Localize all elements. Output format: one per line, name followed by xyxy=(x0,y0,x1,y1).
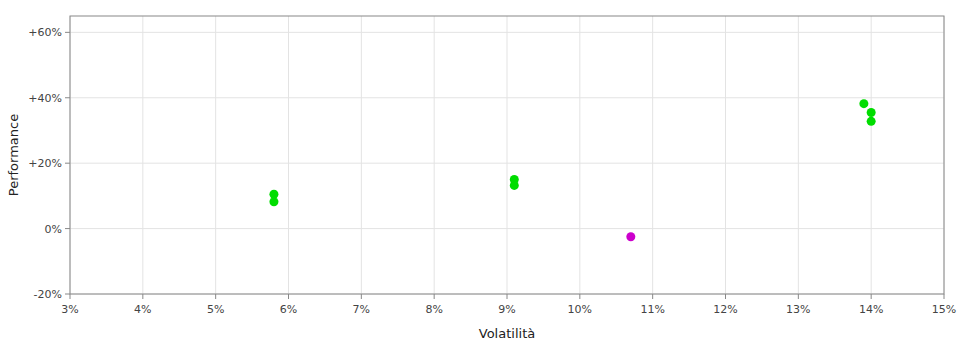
tick-x xyxy=(579,294,580,299)
grid-line-x xyxy=(142,16,143,294)
tick-label-y: +20% xyxy=(28,157,62,170)
tick-label-y: 0% xyxy=(45,223,62,236)
grid-line-x xyxy=(215,16,216,294)
grid-line-x xyxy=(361,16,362,294)
tick-x xyxy=(944,294,945,299)
tick-y xyxy=(65,32,70,33)
grid-line-y xyxy=(70,163,944,164)
tick-x xyxy=(798,294,799,299)
grid-line-y xyxy=(70,97,944,98)
tick-label-x: 13% xyxy=(786,303,810,316)
tick-x xyxy=(288,294,289,299)
point xyxy=(269,197,278,206)
tick-y xyxy=(65,294,70,295)
y-axis-label: Performance xyxy=(6,114,21,196)
plot-area xyxy=(70,16,944,294)
grid-line-x xyxy=(288,16,289,294)
tick-label-x: 8% xyxy=(425,303,442,316)
x-axis-label: Volatilità xyxy=(479,326,535,341)
tick-label-y: +60% xyxy=(28,26,62,39)
tick-label-x: 11% xyxy=(640,303,664,316)
tick-label-x: 6% xyxy=(280,303,297,316)
grid-line-x xyxy=(798,16,799,294)
point xyxy=(510,181,519,190)
tick-label-x: 9% xyxy=(498,303,515,316)
tick-x xyxy=(434,294,435,299)
tick-x xyxy=(507,294,508,299)
point xyxy=(867,108,876,117)
tick-label-x: 14% xyxy=(859,303,883,316)
grid-line-x xyxy=(652,16,653,294)
point xyxy=(626,232,635,241)
tick-x xyxy=(215,294,216,299)
points xyxy=(269,99,875,241)
tick-x xyxy=(70,294,71,299)
grid xyxy=(70,16,944,294)
tick-label-y: -20% xyxy=(34,288,62,301)
tick-label-y: +40% xyxy=(28,92,62,105)
grid-line-y xyxy=(70,228,944,229)
tick-y xyxy=(65,97,70,98)
grid-line-y xyxy=(70,32,944,33)
grid-line-x xyxy=(725,16,726,294)
tick-label-x: 7% xyxy=(353,303,370,316)
point xyxy=(867,117,876,126)
tick-label-x: 15% xyxy=(932,303,956,316)
tick-x xyxy=(142,294,143,299)
tick-label-x: 5% xyxy=(207,303,224,316)
grid-line-x xyxy=(871,16,872,294)
tick-x xyxy=(725,294,726,299)
axes: 3% 4% 5% 6% 7% 8% 9% 10% 11% 12% 13% 14% 15% -20% 0% +2… xyxy=(28,26,956,316)
grid-line-x xyxy=(507,16,508,294)
tick-label-x: 12% xyxy=(713,303,737,316)
tick-x xyxy=(652,294,653,299)
tick-x xyxy=(871,294,872,299)
chart: 3% 4% 5% 6% 7% 8% 9% 10% 11% 12% 13% 14% 15% -20% 0% +2… xyxy=(0,0,966,350)
grid-line-x xyxy=(434,16,435,294)
plot-frame xyxy=(70,16,944,294)
tick-label-x: 4% xyxy=(134,303,151,316)
tick-label-x: 10% xyxy=(568,303,592,316)
tick-y xyxy=(65,228,70,229)
point xyxy=(859,99,868,108)
tick-x xyxy=(361,294,362,299)
tick-label-x: 3% xyxy=(61,303,78,316)
tick-y xyxy=(65,163,70,164)
grid-line-x xyxy=(579,16,580,294)
